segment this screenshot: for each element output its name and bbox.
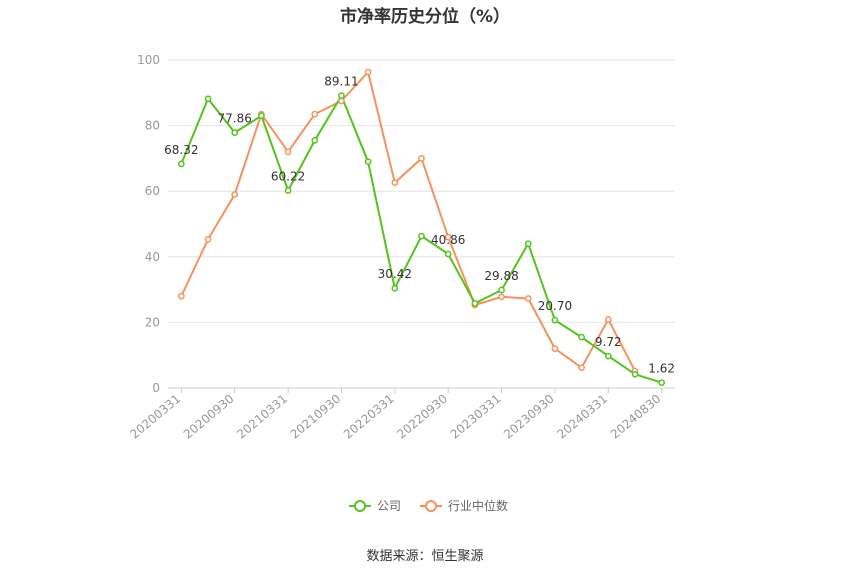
x-tick-label: 20220930	[394, 392, 450, 442]
data-point-industry	[338, 97, 345, 105]
data-point-industry	[578, 364, 585, 372]
y-tick-label: 20	[145, 315, 160, 329]
grid	[168, 59, 675, 323]
data-label: 60.22	[271, 169, 305, 183]
data-point-company	[204, 95, 212, 103]
y-axis-ticks: 0 20 40 60 80 100	[137, 53, 160, 395]
legend-item-industry[interactable]: 行业中位数	[420, 498, 508, 513]
data-labels: 68.32 77.86 60.22 89.11 30.42 40.86 29.88 20.70…	[164, 75, 675, 376]
x-tick-label: 20210930	[288, 392, 344, 442]
data-point-company	[471, 300, 479, 307]
data-point-company	[604, 352, 612, 360]
data-point-industry	[524, 295, 532, 302]
data-point-company	[551, 316, 559, 324]
legend[interactable]: 公司 行业中位数	[349, 498, 508, 513]
legend-label: 公司	[377, 499, 401, 513]
data-point-industry	[391, 179, 399, 187]
data-point-company	[391, 284, 399, 292]
x-tick-label: 20230930	[501, 392, 557, 442]
data-point-company	[284, 187, 292, 194]
data-point-industry	[284, 148, 292, 156]
data-point-company	[258, 112, 265, 120]
x-tick-label: 20240331	[554, 392, 610, 442]
data-source: 数据来源：恒生聚源	[366, 549, 484, 564]
data-label: 1.62	[648, 362, 675, 376]
series-lines	[180, 71, 663, 384]
data-point-industry	[418, 155, 425, 162]
data-point-industry	[231, 191, 239, 198]
data-point-company	[658, 379, 666, 387]
y-tick-label: 40	[145, 250, 160, 264]
data-point-company	[364, 158, 372, 166]
data-point-company	[498, 286, 505, 294]
x-tick-label: 20240830	[608, 392, 664, 442]
data-point-industry	[551, 345, 559, 352]
data-point-industry	[604, 316, 612, 323]
y-tick-label: 80	[145, 119, 160, 133]
data-point-industry	[311, 110, 319, 118]
data-point-company	[524, 240, 532, 248]
data-point-company	[578, 333, 585, 341]
data-point-company	[338, 92, 345, 100]
legend-marker-icon	[354, 500, 366, 512]
data-label: 40.86	[431, 233, 465, 247]
data-point-company	[311, 137, 319, 144]
data-point-company	[631, 370, 639, 378]
x-axis: 2020033120200930202103312021093020220331…	[127, 387, 675, 442]
x-tick-label: 20200331	[127, 392, 183, 442]
x-tick-label: 20200930	[181, 392, 237, 442]
data-point-industry	[364, 68, 372, 76]
data-label: 89.11	[324, 75, 358, 89]
data-point-industry	[498, 293, 505, 301]
data-point-company	[177, 160, 185, 168]
data-point-industry	[177, 292, 185, 300]
legend-label: 行业中位数	[448, 498, 508, 513]
x-tick-label: 20210331	[234, 392, 290, 442]
series-line-industry	[180, 71, 636, 372]
y-tick-label: 60	[145, 184, 160, 198]
data-label: 29.88	[484, 269, 518, 283]
data-label: 9.72	[595, 335, 622, 349]
data-point-industry	[444, 233, 452, 241]
legend-item-company[interactable]: 公司	[349, 499, 401, 513]
legend-marker-icon	[425, 500, 437, 512]
data-point-industry	[204, 236, 212, 243]
series-points	[177, 68, 666, 387]
data-point-company	[418, 232, 425, 240]
chart-title: 市净率历史分位（%）	[339, 7, 511, 27]
data-label: 68.32	[164, 143, 198, 157]
data-label: 20.70	[538, 299, 572, 313]
y-tick-label: 0	[152, 381, 160, 395]
data-point-company	[231, 129, 239, 136]
x-tick-label: 20220331	[341, 392, 397, 442]
y-tick-label: 100	[137, 53, 160, 67]
x-tick-label: 20230331	[448, 392, 504, 442]
data-point-company	[444, 250, 452, 258]
data-label: 77.86	[218, 112, 252, 126]
data-label: 30.42	[378, 267, 412, 281]
